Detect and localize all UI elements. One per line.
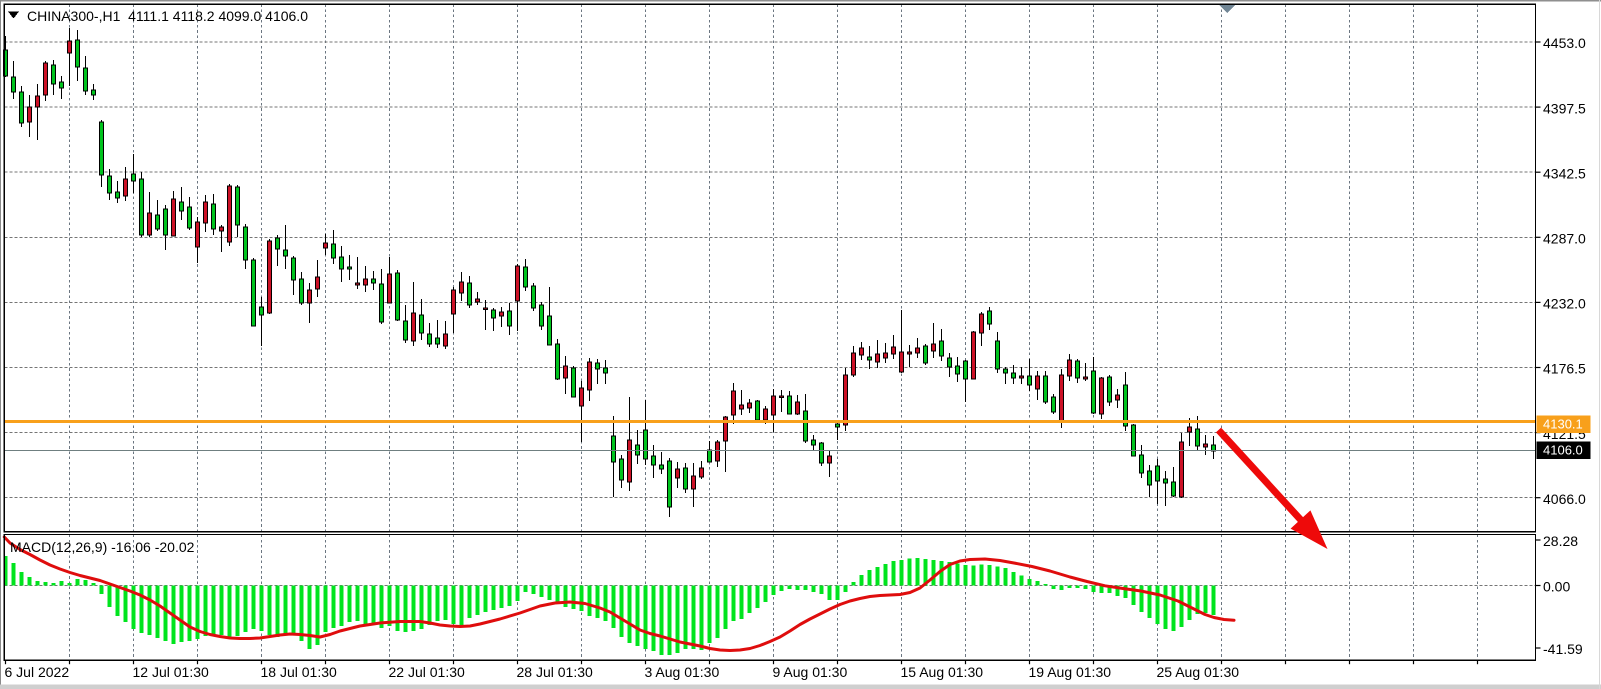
svg-text:4176.5: 4176.5	[1543, 361, 1586, 377]
svg-text:25 Aug 01:30: 25 Aug 01:30	[1157, 664, 1240, 680]
svg-text:4232.0: 4232.0	[1543, 296, 1586, 312]
svg-text:4130.1: 4130.1	[1543, 417, 1583, 432]
svg-text:18 Jul 01:30: 18 Jul 01:30	[261, 664, 337, 680]
svg-text:28 Jul 01:30: 28 Jul 01:30	[517, 664, 593, 680]
svg-text:4287.0: 4287.0	[1543, 231, 1586, 247]
svg-text:28.28: 28.28	[1543, 533, 1578, 549]
svg-text:CHINA300-,H1 4111.1 4118.2 40: CHINA300-,H1 4111.1 4118.2 4099.0 4106.0	[27, 8, 308, 24]
svg-text:19 Aug 01:30: 19 Aug 01:30	[1029, 664, 1112, 680]
svg-text:4453.0: 4453.0	[1543, 35, 1586, 51]
svg-text:MACD(12,26,9) -16.06 -20.02: MACD(12,26,9) -16.06 -20.02	[10, 539, 195, 555]
svg-text:3 Aug 01:30: 3 Aug 01:30	[645, 664, 720, 680]
svg-text:0.00: 0.00	[1543, 579, 1570, 595]
svg-text:22 Jul 01:30: 22 Jul 01:30	[389, 664, 465, 680]
svg-text:15 Aug 01:30: 15 Aug 01:30	[901, 664, 984, 680]
svg-text:-41.59: -41.59	[1543, 641, 1583, 657]
svg-text:4342.5: 4342.5	[1543, 165, 1586, 181]
svg-text:6 Jul 2022: 6 Jul 2022	[5, 664, 70, 680]
svg-text:4106.0: 4106.0	[1543, 443, 1583, 458]
svg-text:4397.5: 4397.5	[1543, 100, 1586, 116]
svg-text:9 Aug 01:30: 9 Aug 01:30	[773, 664, 848, 680]
svg-text:4066.0: 4066.0	[1543, 491, 1586, 507]
svg-text:12 Jul 01:30: 12 Jul 01:30	[133, 664, 209, 680]
